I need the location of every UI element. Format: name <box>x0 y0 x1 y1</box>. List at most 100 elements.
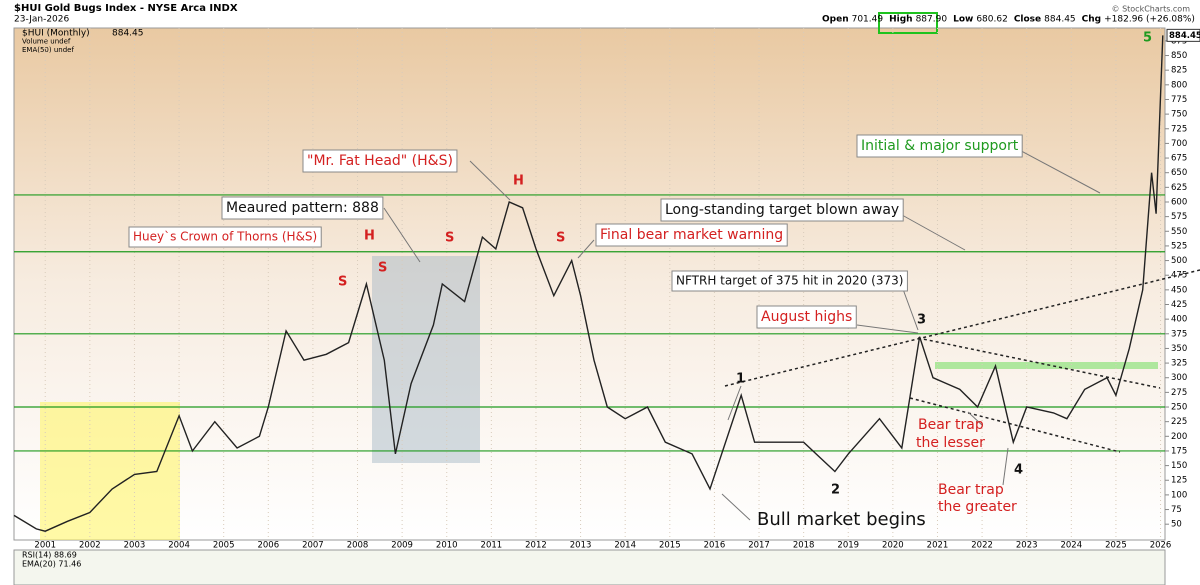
x-tick-label: 2002 <box>79 541 101 551</box>
x-tick-label: 2009 <box>391 541 413 551</box>
x-tick-label: 2010 <box>436 541 458 551</box>
quote-value: 701.49 <box>852 15 884 25</box>
y-tick-label: 450 <box>1171 285 1187 295</box>
annotation: Final bear market warning <box>600 227 783 243</box>
leader-line <box>469 160 511 201</box>
x-tick-label: 2025 <box>1105 541 1127 551</box>
annotation: H <box>364 229 375 244</box>
annotation-box <box>302 149 458 173</box>
support-zone <box>935 362 1158 369</box>
leader-line <box>577 239 595 259</box>
y-tick-label: 775 <box>1171 95 1187 105</box>
leader-line <box>721 493 751 521</box>
y-tick-label: 275 <box>1171 388 1187 398</box>
annotation: 1 <box>736 372 745 387</box>
chart-date: 23-Jan-2026 <box>14 15 70 25</box>
y-tick-label: 375 <box>1171 329 1187 339</box>
x-tick-label: 2018 <box>793 541 815 551</box>
y-tick-label: 225 <box>1171 417 1187 427</box>
y-tick-label: 675 <box>1171 154 1187 164</box>
annotation: H <box>513 174 524 189</box>
x-tick-label: 2004 <box>168 541 190 551</box>
y-tick-label: 825 <box>1171 66 1187 76</box>
chart-title: $HUI Gold Bugs Index - NYSE Arca INDX <box>14 3 238 14</box>
annotation: 2 <box>831 483 840 498</box>
y-tick-label: 250 <box>1171 403 1187 413</box>
quote-label: Low <box>953 15 973 25</box>
annotation: Huey`s Crown of Thorns (H&S) <box>133 230 317 244</box>
high-highlight <box>878 12 938 34</box>
y-tick-label: 650 <box>1171 168 1187 178</box>
y-tick-label: 175 <box>1171 446 1187 456</box>
x-tick-label: 2012 <box>525 541 547 551</box>
x-tick-label: 2019 <box>837 541 859 551</box>
annotation: S <box>556 231 565 246</box>
y-tick-label: 350 <box>1171 344 1187 354</box>
annotation: Bear trap <box>938 482 1004 498</box>
annotation-box <box>660 198 904 222</box>
annotation: August highs <box>761 309 852 325</box>
x-tick-label: 2003 <box>124 541 146 551</box>
last-price-box <box>1166 28 1200 42</box>
highlight-zone <box>40 402 180 540</box>
annotation-box <box>595 223 788 247</box>
y-tick-label: 750 <box>1171 110 1187 120</box>
x-tick-label: 2026 <box>1150 541 1172 551</box>
leader-line <box>383 207 421 263</box>
annotation: Long-standing target blown away <box>665 202 899 218</box>
x-tick-label: 2007 <box>302 541 324 551</box>
leader-line <box>727 385 742 421</box>
y-tick-label: 325 <box>1171 359 1187 369</box>
quote-value: 884.45 <box>1044 15 1076 25</box>
legend-entry: EMA(50) undef <box>22 46 74 54</box>
x-tick-label: 2020 <box>882 541 904 551</box>
x-tick-label: 2011 <box>481 541 503 551</box>
x-tick-label: 2006 <box>257 541 279 551</box>
legend-entry: Volume undef <box>22 38 71 46</box>
x-tick-label: 2001 <box>34 541 56 551</box>
quote-value: +182.96 (+26.08%) <box>1104 15 1195 25</box>
leader-line <box>856 324 919 334</box>
quote-label: Chg <box>1082 15 1101 25</box>
annotation: 4 <box>1014 463 1023 478</box>
y-tick-label: 725 <box>1171 124 1187 134</box>
quote-label: Close <box>1014 15 1041 25</box>
y-tick-label: 125 <box>1171 476 1187 486</box>
quote-label: Open <box>822 15 849 25</box>
leader-line <box>1002 447 1009 486</box>
y-tick-label: 400 <box>1171 315 1187 325</box>
y-tick-label: 625 <box>1171 183 1187 193</box>
y-tick-label: 800 <box>1171 80 1187 90</box>
y-tick-label: 600 <box>1171 197 1187 207</box>
y-tick-label: 50 <box>1171 520 1182 530</box>
y-tick-label: 525 <box>1171 241 1187 251</box>
annotation: S <box>338 275 347 290</box>
y-tick-label: 850 <box>1171 51 1187 61</box>
y-tick-label: 75 <box>1171 505 1182 515</box>
quote-value: 680.62 <box>976 15 1008 25</box>
y-tick-label: 700 <box>1171 139 1187 149</box>
quote-label: High <box>889 15 912 25</box>
last-price-label: 884.45 <box>1169 31 1200 41</box>
y-tick-label: 300 <box>1171 373 1187 383</box>
x-tick-label: 2024 <box>1060 541 1082 551</box>
legend-entry: $HUI (Monthly) <box>22 29 90 39</box>
x-tick-label: 2023 <box>1016 541 1038 551</box>
annotation: Bull market begins <box>757 509 926 530</box>
annotation: S <box>378 261 387 276</box>
leader-line <box>1011 145 1101 194</box>
annotation: S <box>445 231 454 246</box>
leader-line <box>967 411 983 426</box>
y-tick-label: 500 <box>1171 256 1187 266</box>
y-tick-label: 100 <box>1171 490 1187 500</box>
x-tick-label: 2013 <box>570 541 592 551</box>
x-tick-label: 2005 <box>213 541 235 551</box>
x-tick-label: 2008 <box>347 541 369 551</box>
legend-last-value: 884.45 <box>112 29 144 39</box>
x-tick-label: 2014 <box>614 541 636 551</box>
x-tick-label: 2015 <box>659 541 681 551</box>
y-tick-label: 475 <box>1171 271 1187 281</box>
rsi-legend: EMA(20) 71.46 <box>22 560 81 569</box>
annotation-box <box>671 270 908 292</box>
